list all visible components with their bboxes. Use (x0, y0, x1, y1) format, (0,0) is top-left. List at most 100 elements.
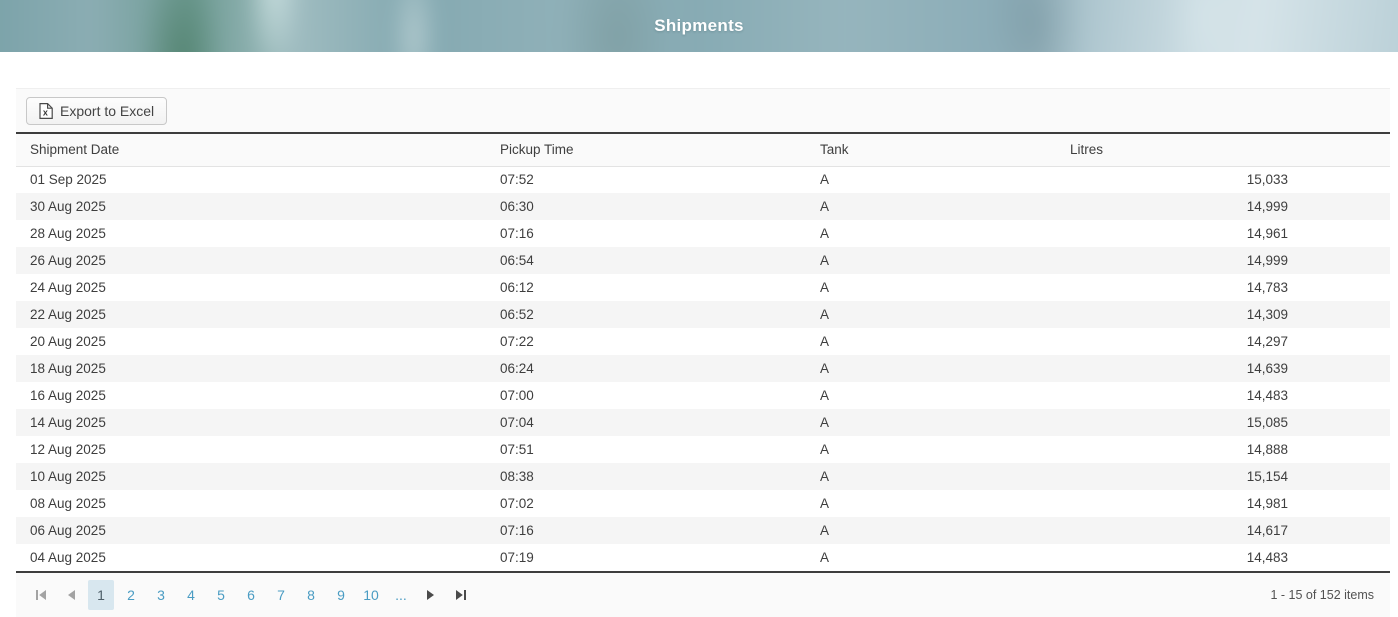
cell-filler (1302, 274, 1390, 301)
column-header-shipment-date[interactable]: Shipment Date (16, 134, 486, 167)
cell-pickup-time: 07:22 (500, 334, 534, 349)
cell-pickup-time: 07:16 (500, 523, 534, 538)
shipments-grid: x Export to Excel Shipment Date Pickup T… (16, 88, 1390, 617)
svg-text:x: x (43, 107, 48, 117)
cell-shipment-date: 10 Aug 2025 (30, 469, 106, 484)
cell-litres: 14,961 (1246, 226, 1288, 241)
cell-litres: 14,617 (1246, 523, 1288, 538)
cell-pickup-time: 07:19 (500, 550, 534, 565)
page-header: Shipments (0, 0, 1398, 52)
table-row: 30 Aug 2025 06:30 A 14,999 (16, 193, 1390, 220)
cell-shipment-date: 20 Aug 2025 (30, 334, 106, 349)
table-row: 18 Aug 2025 06:24 A 14,639 (16, 355, 1390, 382)
cell-shipment-date: 26 Aug 2025 (30, 253, 106, 268)
column-header-filler (1302, 134, 1390, 167)
table-row: 08 Aug 2025 07:02 A 14,981 (16, 490, 1390, 517)
pager-page-4[interactable]: 4 (187, 587, 195, 603)
pager-prev-button[interactable] (58, 580, 84, 610)
cell-tank: A (820, 226, 830, 241)
pager-page-1[interactable]: 1 (88, 580, 114, 610)
cell-litres: 14,309 (1246, 307, 1288, 322)
pager-more-pages-button[interactable]: ... (395, 587, 407, 603)
cell-pickup-time: 06:52 (500, 307, 534, 322)
cell-filler (1302, 355, 1390, 382)
cell-shipment-date: 12 Aug 2025 (30, 442, 106, 457)
table-row: 28 Aug 2025 07:16 A 14,961 (16, 220, 1390, 247)
pager-page-7[interactable]: 7 (277, 587, 285, 603)
cell-pickup-time: 06:54 (500, 253, 534, 268)
pager-page-5[interactable]: 5 (217, 587, 225, 603)
cell-pickup-time: 07:00 (500, 388, 534, 403)
cell-shipment-date: 01 Sep 2025 (30, 172, 107, 188)
cell-litres: 14,483 (1246, 388, 1288, 403)
cell-tank: A (820, 280, 830, 295)
cell-filler (1302, 220, 1390, 247)
table-row: 24 Aug 2025 06:12 A 14,783 (16, 274, 1390, 301)
cell-tank: A (820, 253, 830, 268)
cell-litres: 15,085 (1246, 415, 1288, 430)
cell-tank: A (820, 172, 830, 188)
cell-litres: 14,639 (1246, 361, 1288, 376)
pager-page-10[interactable]: 10 (363, 587, 379, 603)
table-row: 22 Aug 2025 06:52 A 14,309 (16, 301, 1390, 328)
cell-filler (1302, 166, 1390, 193)
column-header-pickup-time[interactable]: Pickup Time (486, 134, 806, 167)
cell-pickup-time: 06:12 (500, 280, 534, 295)
table-row: 26 Aug 2025 06:54 A 14,999 (16, 247, 1390, 274)
cell-filler (1302, 436, 1390, 463)
cell-litres: 14,297 (1246, 334, 1288, 349)
pager-page-8[interactable]: 8 (307, 587, 315, 603)
cell-pickup-time: 08:38 (500, 469, 534, 484)
table-row: 14 Aug 2025 07:04 A 15,085 (16, 409, 1390, 436)
seek-first-icon (36, 587, 46, 603)
cell-pickup-time: 07:02 (500, 496, 534, 511)
cell-tank: A (820, 415, 830, 430)
table-row: 12 Aug 2025 07:51 A 14,888 (16, 436, 1390, 463)
excel-icon: x (39, 102, 53, 119)
cell-filler (1302, 490, 1390, 517)
cell-tank: A (820, 442, 830, 457)
cell-shipment-date: 14 Aug 2025 (30, 415, 106, 430)
shipments-table: Shipment Date Pickup Time Tank Litres 01… (16, 134, 1390, 571)
cell-shipment-date: 24 Aug 2025 (30, 280, 106, 295)
table-row: 06 Aug 2025 07:16 A 14,617 (16, 517, 1390, 544)
grid-toolbar: x Export to Excel (16, 89, 1390, 134)
pager-first-button[interactable] (28, 580, 54, 610)
pager-page-9[interactable]: 9 (337, 587, 345, 603)
seek-last-icon (456, 587, 466, 603)
cell-shipment-date: 30 Aug 2025 (30, 199, 106, 214)
table-row: 20 Aug 2025 07:22 A 14,297 (16, 328, 1390, 355)
cell-shipment-date: 06 Aug 2025 (30, 523, 106, 538)
export-to-excel-button[interactable]: x Export to Excel (26, 96, 168, 125)
column-header-litres[interactable]: Litres (1056, 134, 1302, 167)
cell-litres: 14,888 (1246, 442, 1288, 457)
main-content: x Export to Excel Shipment Date Pickup T… (16, 88, 1390, 617)
pager-page-2[interactable]: 2 (127, 587, 135, 603)
cell-filler (1302, 382, 1390, 409)
cell-pickup-time: 07:51 (500, 442, 534, 457)
cell-litres: 15,033 (1246, 172, 1288, 188)
cell-pickup-time: 07:16 (500, 226, 534, 241)
cell-filler (1302, 517, 1390, 544)
cell-tank: A (820, 334, 830, 349)
table-row: 04 Aug 2025 07:19 A 14,483 (16, 544, 1390, 571)
cell-pickup-time: 06:30 (500, 199, 534, 214)
cell-filler (1302, 328, 1390, 355)
pager-next-button[interactable] (418, 580, 444, 610)
cell-shipment-date: 08 Aug 2025 (30, 496, 106, 511)
table-header-row: Shipment Date Pickup Time Tank Litres (16, 134, 1390, 167)
cell-shipment-date: 04 Aug 2025 (30, 550, 106, 565)
export-button-label: Export to Excel (60, 102, 155, 119)
cell-shipment-date: 18 Aug 2025 (30, 361, 106, 376)
cell-litres: 14,999 (1246, 199, 1288, 214)
cell-filler (1302, 409, 1390, 436)
cell-tank: A (820, 361, 830, 376)
pager-last-button[interactable] (448, 580, 474, 610)
cell-shipment-date: 22 Aug 2025 (30, 307, 106, 322)
cell-pickup-time: 07:04 (500, 415, 534, 430)
pager-page-3[interactable]: 3 (157, 587, 165, 603)
cell-litres: 14,483 (1246, 550, 1288, 565)
arrow-right-icon (427, 587, 435, 603)
column-header-tank[interactable]: Tank (806, 134, 1056, 167)
pager-page-6[interactable]: 6 (247, 587, 255, 603)
